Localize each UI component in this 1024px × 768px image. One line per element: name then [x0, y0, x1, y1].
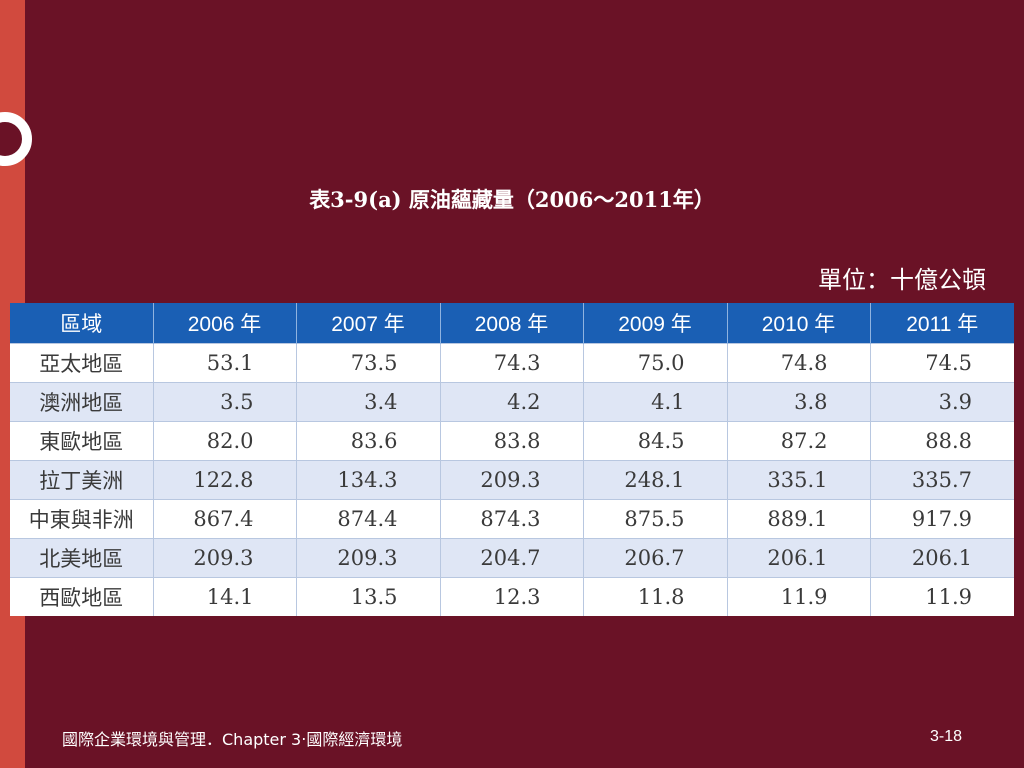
- table-row: 中東與非洲 867.4 874.4 874.3 875.5 889.1 917.…: [10, 499, 1014, 539]
- value-cell: 3.9: [870, 382, 1014, 422]
- value-cell: 88.8: [870, 421, 1014, 461]
- unit-label: 單位：十億公頓: [818, 266, 986, 294]
- value-cell: 209.3: [440, 460, 584, 500]
- value-cell: 206.1: [727, 538, 871, 578]
- column-header-2009: 2009 年: [583, 303, 728, 344]
- value-cell: 4.2: [440, 382, 584, 422]
- value-cell: 84.5: [583, 421, 728, 461]
- table-header-row: 區域 2006 年 2007 年 2008 年 2009 年 2010 年 20…: [10, 303, 1014, 344]
- region-cell: 北美地區: [10, 538, 154, 578]
- table-row: 澳洲地區 3.5 3.4 4.2 4.1 3.8 3.9: [10, 382, 1014, 422]
- value-cell: 209.3: [296, 538, 441, 578]
- value-cell: 209.3: [153, 538, 297, 578]
- region-cell: 亞太地區: [10, 343, 154, 383]
- column-header-2008: 2008 年: [440, 303, 584, 344]
- column-header-2006: 2006 年: [153, 303, 297, 344]
- decorative-ring: [0, 112, 32, 166]
- value-cell: 206.7: [583, 538, 728, 578]
- region-cell: 澳洲地區: [10, 382, 154, 422]
- value-cell: 3.4: [296, 382, 441, 422]
- value-cell: 11.9: [727, 577, 871, 616]
- footer-page-number: 3-18: [929, 728, 962, 745]
- value-cell: 335.1: [727, 460, 871, 500]
- value-cell: 874.4: [296, 499, 441, 539]
- value-cell: 204.7: [440, 538, 584, 578]
- value-cell: 122.8: [153, 460, 297, 500]
- value-cell: 73.5: [296, 343, 441, 383]
- table-row: 亞太地區 53.1 73.5 74.3 75.0 74.8 74.5: [10, 343, 1014, 383]
- value-cell: 248.1: [583, 460, 728, 500]
- value-cell: 874.3: [440, 499, 584, 539]
- value-cell: 13.5: [296, 577, 441, 616]
- value-cell: 889.1: [727, 499, 871, 539]
- slide-title: 表3-9(a) 原油蘊藏量（2006～2011年）: [309, 187, 715, 212]
- value-cell: 11.8: [583, 577, 728, 616]
- column-header-2010: 2010 年: [727, 303, 871, 344]
- value-cell: 3.5: [153, 382, 297, 422]
- value-cell: 87.2: [727, 421, 871, 461]
- value-cell: 134.3: [296, 460, 441, 500]
- value-cell: 12.3: [440, 577, 584, 616]
- value-cell: 875.5: [583, 499, 728, 539]
- value-cell: 75.0: [583, 343, 728, 383]
- value-cell: 917.9: [870, 499, 1014, 539]
- column-header-2011: 2011 年: [870, 303, 1014, 344]
- oil-reserves-table: 區域 2006 年 2007 年 2008 年 2009 年 2010 年 20…: [10, 303, 1014, 616]
- value-cell: 3.8: [727, 382, 871, 422]
- value-cell: 11.9: [870, 577, 1014, 616]
- value-cell: 83.6: [296, 421, 441, 461]
- region-cell: 拉丁美洲: [10, 460, 154, 500]
- value-cell: 74.8: [727, 343, 871, 383]
- region-cell: 西歐地區: [10, 577, 154, 616]
- column-header-2007: 2007 年: [296, 303, 441, 344]
- region-cell: 中東與非洲: [10, 499, 154, 539]
- table-row: 拉丁美洲 122.8 134.3 209.3 248.1 335.1 335.7: [10, 460, 1014, 500]
- value-cell: 4.1: [583, 382, 728, 422]
- table-row: 北美地區 209.3 209.3 204.7 206.7 206.1 206.1: [10, 538, 1014, 578]
- region-cell: 東歐地區: [10, 421, 154, 461]
- value-cell: 74.3: [440, 343, 584, 383]
- value-cell: 53.1: [153, 343, 297, 383]
- footer-course-title: 國際企業環境與管理．Chapter 3‧國際經濟環境: [62, 730, 403, 749]
- value-cell: 74.5: [870, 343, 1014, 383]
- value-cell: 867.4: [153, 499, 297, 539]
- value-cell: 14.1: [153, 577, 297, 616]
- value-cell: 83.8: [440, 421, 584, 461]
- value-cell: 82.0: [153, 421, 297, 461]
- value-cell: 335.7: [870, 460, 1014, 500]
- table-row: 東歐地區 82.0 83.6 83.8 84.5 87.2 88.8: [10, 421, 1014, 461]
- value-cell: 206.1: [870, 538, 1014, 578]
- table-row: 西歐地區 14.1 13.5 12.3 11.8 11.9 11.9: [10, 577, 1014, 616]
- column-header-region: 區域: [10, 303, 154, 344]
